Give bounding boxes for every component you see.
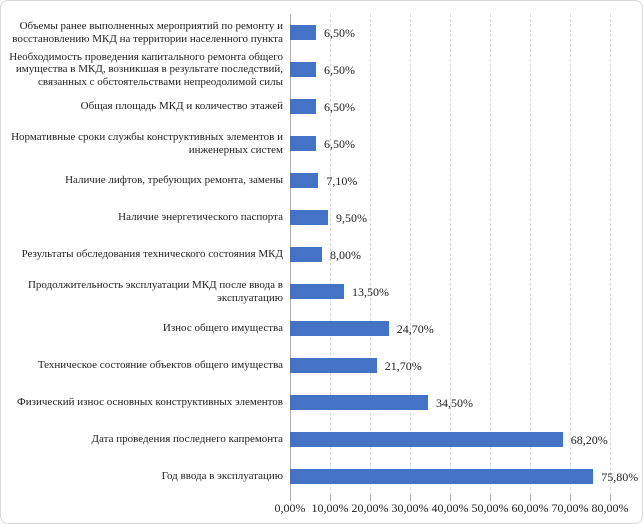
x-axis-tick-label: 0,00%	[274, 501, 306, 515]
category-label: Наличие лифтов, требующих ремонта, замен…	[3, 162, 283, 199]
bar	[290, 395, 428, 410]
category-label: Общая площадь МКД и количество этажей	[3, 88, 283, 125]
bar	[290, 358, 377, 373]
x-axis-tick-label: 10,00%	[311, 501, 349, 515]
gridline	[450, 14, 451, 495]
category-label-text: Дата проведения последнего капремонта	[91, 433, 283, 446]
axis-tick	[490, 495, 491, 501]
gridline	[410, 14, 411, 495]
category-label-text: Продолжительность эксплуатации МКД после…	[27, 278, 283, 304]
value-label: 21,70%	[384, 358, 422, 373]
bar	[290, 25, 316, 40]
axis-tick	[450, 495, 451, 501]
gridline	[330, 14, 331, 495]
bar	[290, 136, 316, 151]
value-label: 7,10%	[326, 173, 358, 188]
axis-tick	[290, 495, 291, 501]
bar	[290, 210, 328, 225]
category-label: Наличие энергетического паспорта	[3, 199, 283, 236]
value-label: 13,50%	[352, 284, 389, 299]
gridline	[610, 14, 611, 495]
x-axis-tick-label: 60,00%	[511, 501, 549, 515]
x-axis-tick-label: 20,00%	[351, 501, 389, 515]
category-label: Год ввода в эксплуатацию	[3, 458, 283, 495]
category-label-text: Год ввода в эксплуатацию	[161, 470, 283, 483]
x-axis-tick-label: 50,00%	[471, 501, 509, 515]
category-label-text: Необходимость проведения капитального ре…	[9, 50, 283, 88]
category-label: Необходимость проведения капитального ре…	[3, 51, 283, 88]
category-label: Продолжительность эксплуатации МКД после…	[3, 273, 283, 310]
value-label: 6,50%	[324, 25, 355, 40]
value-label: 34,50%	[436, 395, 473, 410]
axis-tick	[570, 495, 571, 501]
axis-tick	[610, 495, 611, 501]
bar	[290, 247, 322, 262]
category-label-text: Нормативные сроки службы конструктивных …	[11, 130, 283, 156]
bar	[290, 173, 319, 188]
category-label-text: Физический износ основных конструктивных…	[17, 396, 283, 409]
value-label: 6,50%	[324, 62, 355, 77]
gridline	[530, 14, 531, 495]
value-label: 8,00%	[330, 247, 361, 262]
x-axis-tick-label: 40,00%	[431, 501, 469, 515]
value-label: 68,20%	[570, 432, 608, 447]
x-axis-tick-label: 80,00%	[591, 501, 629, 515]
bar	[290, 321, 389, 336]
value-label: 24,70%	[396, 321, 434, 336]
category-label: Результаты обследования технического сос…	[3, 236, 283, 273]
bar	[290, 469, 594, 484]
gridline	[490, 14, 491, 495]
category-label: Техническое состояние объектов общего им…	[3, 347, 283, 384]
bar	[290, 432, 563, 447]
bar	[290, 284, 344, 299]
category-label-text: Общая площадь МКД и количество этажей	[80, 100, 283, 113]
axis-tick	[410, 495, 411, 501]
axis-tick	[330, 495, 331, 501]
value-label: 6,50%	[324, 99, 355, 114]
category-label: Объемы ранее выполненных мероприятий по …	[3, 14, 283, 51]
bar	[290, 62, 316, 77]
x-axis-tick-label: 70,00%	[551, 501, 589, 515]
category-label-text: Наличие лифтов, требующих ремонта, замен…	[65, 174, 283, 187]
bar	[290, 99, 316, 114]
category-label-text: Износ общего имущества	[162, 322, 283, 335]
category-label-text: Объемы ранее выполненных мероприятий по …	[12, 19, 283, 45]
x-axis-tick-label: 30,00%	[391, 501, 429, 515]
gridline	[370, 14, 371, 495]
axis-tick	[530, 495, 531, 501]
category-label: Дата проведения последнего капремонта	[3, 421, 283, 458]
category-label: Физический износ основных конструктивных…	[3, 384, 283, 421]
category-label-text: Техническое состояние объектов общего им…	[37, 359, 283, 372]
axis-tick	[370, 495, 371, 501]
value-label: 9,50%	[336, 210, 367, 225]
category-label-text: Результаты обследования технического сос…	[21, 248, 283, 261]
category-label: Нормативные сроки службы конструктивных …	[3, 125, 283, 162]
value-label: 75,80%	[601, 469, 639, 484]
value-label: 6,50%	[324, 136, 355, 151]
gridline	[570, 14, 571, 495]
category-label: Износ общего имущества	[3, 310, 283, 347]
category-label-text: Наличие энергетического паспорта	[118, 211, 283, 224]
